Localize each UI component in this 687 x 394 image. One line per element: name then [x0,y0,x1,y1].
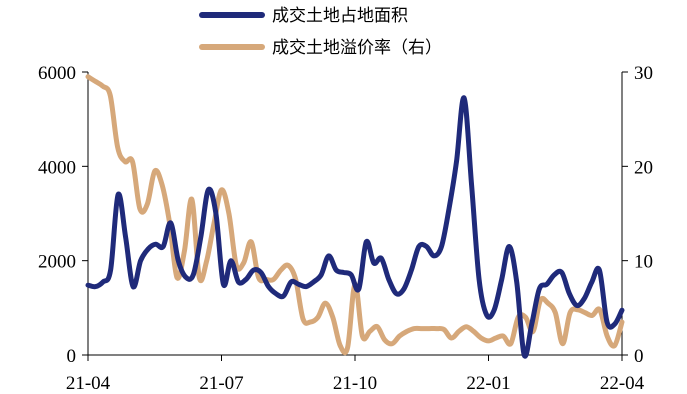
series-layer [85,74,625,359]
x-axis: 21-04 21-07 21-10 22-01 22-04 [66,354,645,394]
right-tick-label: 20 [634,157,653,178]
legend-label-area: 成交土地占地面积 [272,6,408,26]
x-tick-label: 22-01 [466,373,510,394]
left-tick-label: 0 [67,346,77,367]
x-tick-label: 21-10 [333,373,377,394]
left-y-axis: 0 2000 4000 6000 [38,63,89,367]
x-tick-label: 21-07 [199,373,243,394]
right-y-axis: 0 10 20 30 [621,63,653,367]
right-tick-label: 0 [634,346,644,367]
left-tick-label: 6000 [38,63,76,84]
right-tick-label: 30 [634,63,653,84]
plot-area: 0 2000 4000 6000 0 10 20 30 21-04 21-07 21-10 22-… [38,63,653,394]
left-tick-label: 2000 [38,252,76,273]
right-tick-label: 10 [634,252,653,273]
series-line-land-area [85,95,625,359]
x-tick-label: 21-04 [66,373,111,394]
legend: 成交土地占地面积 成交土地溢价率（右） [199,6,442,58]
left-tick-label: 4000 [38,157,76,178]
series-line-premium-rate [85,74,625,356]
x-tick-label: 22-04 [600,373,645,394]
legend-label-premium: 成交土地溢价率（右） [272,38,442,58]
